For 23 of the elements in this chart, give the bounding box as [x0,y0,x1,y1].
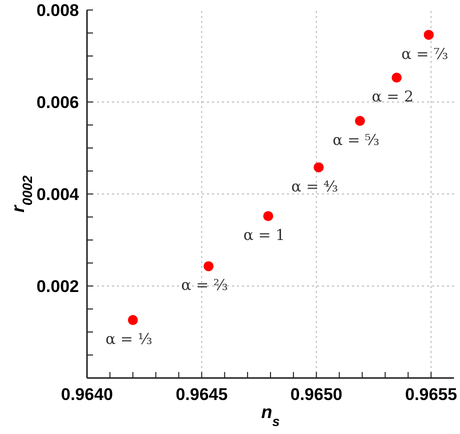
point [314,162,324,172]
point [128,315,138,326]
y-tick-label: 0.004 [36,185,80,204]
x-axis-title: n$_{s}$ [261,402,280,428]
point [204,261,214,272]
y-tick-label: 0.006 [36,93,79,112]
point [354,116,365,126]
point [263,211,274,222]
point [424,30,434,40]
x-tick-label: 0.9645 [176,385,228,404]
annotation: α = ⁵⁄₃ [332,130,380,149]
annotation: α = ⁴⁄₃ [291,177,338,196]
point [392,72,402,83]
y-tick-label: 0.002 [36,277,79,296]
annotation: α = ⅔ [181,276,228,294]
annotation: α = ⅓ [105,330,152,348]
x-tick-label: 0.9640 [61,385,113,404]
annotation: α = ⁷⁄₃ [401,44,448,63]
x-tick-label: 0.9650 [290,385,342,404]
y-tick-label: 0.008 [36,1,79,20]
x-tick-label: 0.9655 [405,385,458,404]
annotation: α = 1 [243,226,286,244]
annotation: α = 2 [372,88,414,106]
